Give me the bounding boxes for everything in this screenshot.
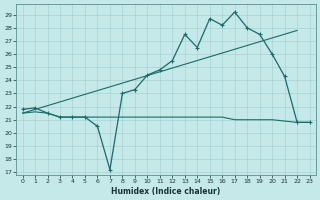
X-axis label: Humidex (Indice chaleur): Humidex (Indice chaleur) <box>111 187 221 196</box>
